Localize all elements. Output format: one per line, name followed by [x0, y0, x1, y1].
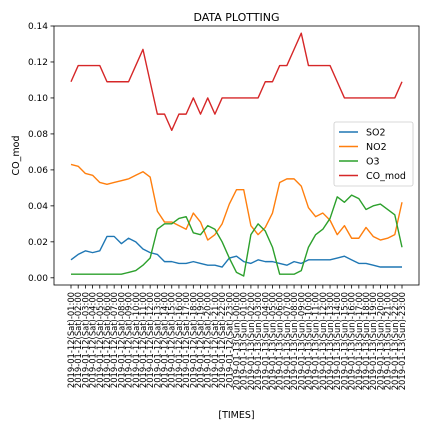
y-tick-label: 0.02: [28, 238, 48, 248]
y-tick-label: 0.00: [28, 274, 48, 284]
chart-title: DATA PLOTTING: [193, 11, 279, 24]
x-axis-label: [TIMES]: [218, 410, 254, 421]
y-tick-label: 0.12: [28, 58, 48, 68]
y-tick-label: 0.10: [28, 94, 48, 104]
legend-label: O3: [366, 156, 380, 167]
x-axis: 2019-01-12(Sat)-01:002019-01-12(Sat)-02:…: [66, 285, 407, 390]
legend-label: SO2: [366, 127, 386, 138]
y-tick-label: 0.08: [28, 130, 48, 140]
y-tick-label: 0.04: [28, 202, 48, 212]
legend-label: NO2: [366, 142, 387, 153]
legend-label: CO_mod: [366, 171, 406, 182]
y-tick-label: 0.14: [28, 22, 48, 32]
x-tick-label: 2019-01-13(Sun)-23:00: [397, 292, 407, 390]
legend: SO2 NO2 O3 CO_mod: [334, 122, 413, 186]
y-axis-label: CO_mod: [11, 136, 22, 176]
y-tick-label: 0.06: [28, 166, 48, 176]
